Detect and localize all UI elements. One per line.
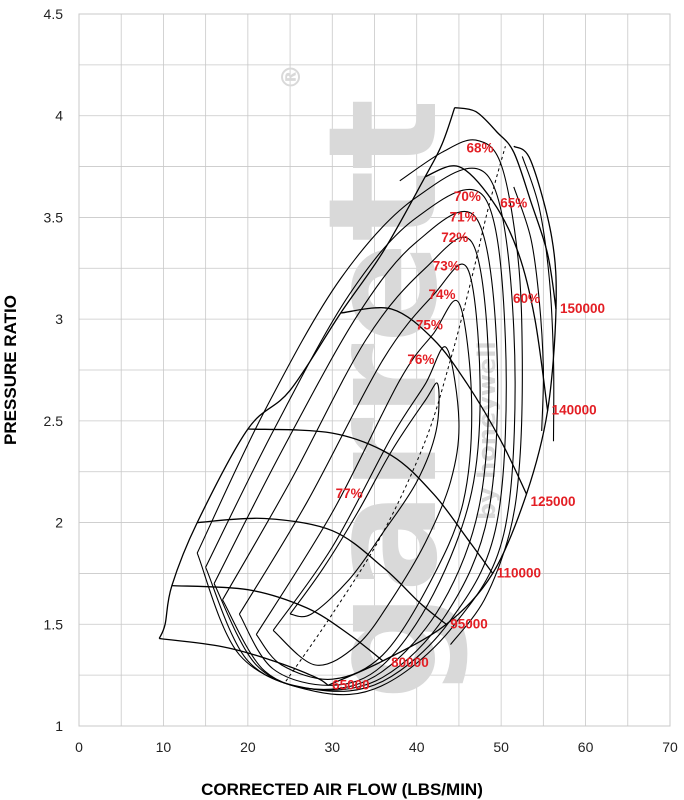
choke-line xyxy=(327,145,557,686)
efficiency-island xyxy=(289,382,440,618)
y-tick-label: 4 xyxy=(55,108,63,124)
x-tick-label: 50 xyxy=(493,739,509,755)
efficiency-island xyxy=(205,188,507,692)
speed-label: 65000 xyxy=(332,677,370,692)
speed-line xyxy=(340,307,528,495)
efficiency-label: 72% xyxy=(441,230,468,245)
speed-line xyxy=(424,165,549,411)
efficiency-island xyxy=(238,263,481,686)
max-efficiency-line xyxy=(285,146,506,682)
speed-label: 140000 xyxy=(552,403,597,418)
efficiency-label: 68% xyxy=(467,140,494,155)
speed-label: 110000 xyxy=(497,565,541,580)
speed-line xyxy=(454,106,557,310)
speed-label: 80000 xyxy=(391,655,429,670)
speed-line xyxy=(197,517,447,625)
tick-labels: 0 10 20 30 40 50 60 70 1 1.5 2 2.5 3 3.5 4 4.5 xyxy=(44,6,678,755)
efficiency-label: 74% xyxy=(429,287,456,302)
efficiency-label: 76% xyxy=(407,352,434,367)
x-tick-label: 30 xyxy=(324,739,340,755)
x-tick-label: 20 xyxy=(240,739,256,755)
watermark-logo: garrett xyxy=(297,98,471,700)
efficiency-label: 71% xyxy=(450,209,477,224)
efficiency-label: 77% xyxy=(336,486,363,501)
speed-line xyxy=(171,584,384,662)
speed-label: 125000 xyxy=(530,494,575,509)
efficiency-island xyxy=(196,167,516,696)
curves xyxy=(158,106,557,696)
y-tick-label: 2.5 xyxy=(44,413,64,429)
efficiency-label: 70% xyxy=(454,189,481,204)
y-tick-label: 1.5 xyxy=(44,616,64,632)
x-axis-title: CORRECTED AIR FLOW (LBS/MIN) xyxy=(201,780,483,799)
efficiency-label: 73% xyxy=(433,258,460,273)
surge-line xyxy=(158,107,456,639)
y-tick-label: 3 xyxy=(55,311,63,327)
efficiency-island xyxy=(521,156,555,442)
x-tick-label: 60 xyxy=(578,739,594,755)
y-axis-title: PRESSURE RATIO xyxy=(1,295,20,445)
y-tick-label: 1 xyxy=(55,718,63,734)
y-tick-label: 3.5 xyxy=(44,209,64,225)
watermark-registered-mark: ® xyxy=(277,64,307,90)
efficiency-island xyxy=(399,139,523,645)
grid xyxy=(78,13,671,727)
efficiency-island xyxy=(513,186,544,432)
speed-line xyxy=(247,428,494,574)
efficiency-label: 60% xyxy=(513,291,540,306)
y-tick-label: 4.5 xyxy=(44,6,64,22)
x-tick-label: 40 xyxy=(409,739,425,755)
x-tick-label: 10 xyxy=(156,739,172,755)
labels: 77% 76% 75% 74% 73% 72% 71% 70% 68% 65% 60% 65000 80… xyxy=(332,140,605,692)
efficiency-label: 65% xyxy=(500,195,527,210)
speed-label: 95000 xyxy=(450,616,488,631)
x-tick-label: 70 xyxy=(662,739,678,755)
efficiency-island xyxy=(222,236,490,690)
speed-label: 150000 xyxy=(560,301,605,316)
x-tick-label: 0 xyxy=(75,739,83,755)
y-tick-label: 2 xyxy=(55,515,63,531)
efficiency-label: 75% xyxy=(416,317,443,332)
speed-line xyxy=(159,637,329,686)
efficiency-island xyxy=(272,346,460,666)
watermark: garrett®by honeywell xyxy=(277,64,501,700)
